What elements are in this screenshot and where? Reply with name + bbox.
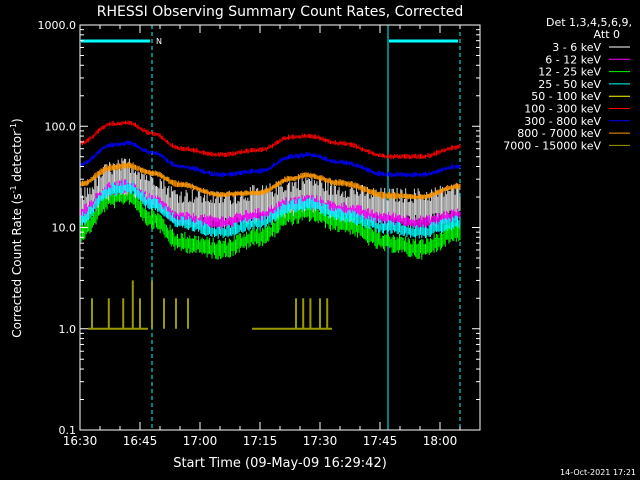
legend-label: 300 - 800 keV [524,115,601,128]
legend-label: 800 - 7000 keV [517,127,601,140]
y-axis-label-superscript: -1 [9,185,18,193]
axes: 0.1 1.0 10.0 100.0 1000.0 16:30 16:45 17:00 17:1… [38,19,481,448]
y-axis-label: Corrected Count Rate (s-1 detector-1) [9,118,24,337]
x-tick-label: 17:00 [183,434,218,448]
x-tick-label: 17:15 [243,434,278,448]
y-axis-label-part: Corrected Count Rate (s [10,193,24,337]
x-tick-label: 16:45 [123,434,158,448]
x-tick-label: 18:00 [423,434,458,448]
y-axis-label-superscript: -1 [9,123,18,131]
night-marker: N [156,37,162,46]
legend-label: 50 - 100 keV [531,90,601,103]
y-tick-label: 1000.0 [38,19,77,32]
date-stamp: 14-Oct-2021 17:21 [560,468,636,477]
legend-label: 12 - 25 keV [538,66,601,79]
legend-label: 7000 - 15000 keV [503,139,601,152]
y-axis-label-part: detector [10,131,24,186]
legend-header-line: Att 0 [594,28,620,41]
y-axis-label-part: ) [10,118,24,123]
legend-label: 100 - 300 keV [524,103,601,116]
x-tick-label: 17:30 [303,434,338,448]
legend-label: 25 - 50 keV [538,78,601,91]
x-tick-label: 16:30 [63,434,98,448]
y-tick-label: 0.1 [59,424,77,437]
chart-title: RHESSI Observing Summary Count Rates, Co… [97,4,463,20]
legend-header-line: Det 1,3,4,5,6,9, [546,16,632,29]
y-tick-label: 10.0 [52,222,77,235]
y-tick-label: 1.0 [59,323,77,336]
legend-label: 3 - 6 keV [552,41,601,54]
legend-label: 6 - 12 keV [545,53,601,66]
x-axis-label: Start Time (09-May-09 16:29:42) [173,456,387,471]
x-tick-label: 17:45 [363,434,398,448]
y-tick-label: 100.0 [45,120,77,133]
